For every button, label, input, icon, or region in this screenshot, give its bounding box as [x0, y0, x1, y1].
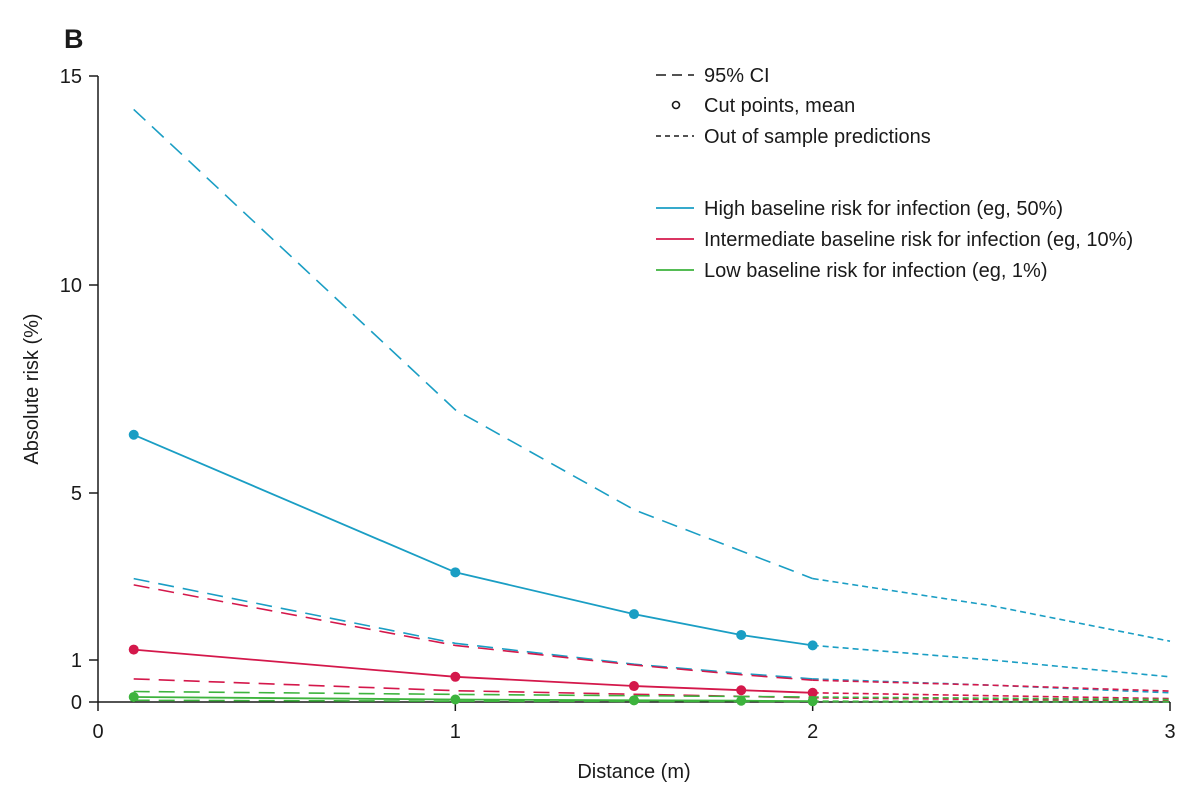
x-tick-label: 3 — [1164, 721, 1175, 743]
legend-ci-label: 95% CI — [704, 65, 770, 87]
y-tick-label: 0 — [71, 692, 82, 714]
legend-oos-label: Out of sample predictions — [704, 126, 931, 148]
series-low — [128, 690, 1171, 707]
legend: 95% CI Cut points, mean Out of sample pr… — [656, 65, 1133, 282]
intermediate-ci-upper-line — [133, 584, 813, 681]
low-ci-lower-line — [133, 699, 813, 703]
high-cut-point — [128, 429, 139, 440]
legend-low-label: Low baseline risk for infection (eg, 1%) — [704, 260, 1048, 282]
legend-cut-points-swatch — [671, 100, 681, 110]
intermediate-cut-point — [450, 671, 461, 682]
legend-high-label: High baseline risk for infection (eg, 50… — [704, 198, 1063, 220]
legend-intermediate-label: Intermediate baseline risk for infection… — [704, 229, 1133, 251]
low-cut-point — [807, 696, 818, 707]
intermediate-cut-point — [807, 687, 818, 698]
panel-label: B — [64, 24, 84, 54]
low-cut-point — [736, 695, 747, 706]
high-ci-upper-line — [133, 108, 813, 580]
y-axis-label: Absolute risk (%) — [21, 313, 43, 464]
low-cut-point — [629, 695, 639, 706]
high-cut-point — [807, 640, 818, 651]
x-tick-label: 2 — [807, 721, 818, 743]
intermediate-cut-point — [629, 681, 639, 692]
y-tick-label: 1 — [71, 650, 82, 672]
legend-cut-points-label: Cut points, mean — [704, 95, 855, 117]
intermediate-cut-point — [736, 685, 747, 696]
series-intermediate — [128, 584, 1171, 702]
high-cut-point — [736, 629, 747, 640]
high-oos-mean-line — [812, 644, 1171, 678]
high-cut-point — [450, 567, 461, 578]
y-tick-label: 10 — [60, 275, 82, 297]
low-cut-point — [450, 694, 461, 705]
x-tick-label: 1 — [450, 721, 461, 743]
low-ci-upper-line — [133, 690, 813, 698]
intermediate-oos-upper-line — [812, 679, 1171, 692]
series-layer — [128, 108, 1171, 707]
low-cut-point — [128, 691, 139, 702]
y-tick-label: 5 — [71, 483, 82, 505]
x-axis-label: Distance (m) — [577, 761, 690, 783]
high-cut-point — [629, 609, 639, 620]
series-high — [128, 108, 1171, 694]
intermediate-cut-point — [128, 644, 139, 655]
high-oos-upper-line — [812, 577, 1171, 642]
y-tick-label: 15 — [60, 66, 82, 88]
x-tick-label: 0 — [92, 721, 103, 743]
